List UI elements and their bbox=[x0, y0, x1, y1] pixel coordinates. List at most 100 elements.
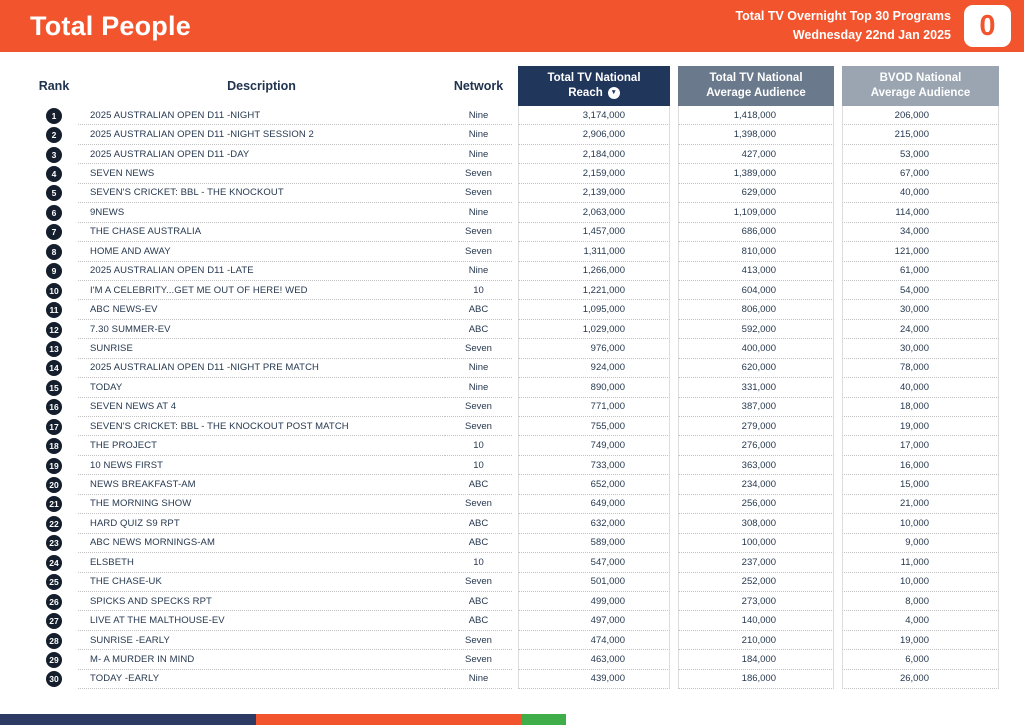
rank-badge: 30 bbox=[46, 671, 62, 688]
bvod-audience-value: 54,000 bbox=[842, 280, 999, 301]
rank-badge: 7 bbox=[46, 224, 62, 241]
reach-value: 497,000 bbox=[518, 611, 670, 631]
table-row: 10 I'M A CELEBRITY...GET ME OUT OF HERE!… bbox=[30, 280, 999, 301]
network-cell: Seven bbox=[445, 631, 512, 651]
column-header-reach[interactable]: Total TV National Reach ▼ bbox=[518, 66, 670, 106]
network-cell: Seven bbox=[445, 398, 512, 417]
bvod-audience-value: 30,000 bbox=[842, 339, 999, 359]
network-cell: ABC bbox=[445, 534, 512, 554]
average-audience-value: 276,000 bbox=[678, 436, 834, 456]
footer-bar bbox=[0, 714, 1024, 725]
rank-cell: 5 bbox=[30, 184, 78, 203]
program-description: SUNRISE -EARLY bbox=[78, 631, 445, 651]
rank-cell: 27 bbox=[30, 611, 78, 630]
bvod-audience-value: 8,000 bbox=[842, 591, 999, 612]
bvod-header-line2: Average Audience bbox=[870, 87, 971, 99]
reach-value: 589,000 bbox=[518, 533, 670, 554]
rank-cell: 29 bbox=[30, 650, 78, 669]
oztam-logo-letter: 0 bbox=[979, 9, 996, 42]
table-row: 30 TODAY -EARLY Nine 439,000 186,000 26,… bbox=[30, 669, 999, 690]
rank-cell: 11 bbox=[30, 300, 78, 319]
table-row: 22 HARD QUIZ S9 RPT ABC 632,000 308,000 … bbox=[30, 514, 999, 534]
rank-badge: 5 bbox=[46, 185, 62, 202]
average-audience-value: 413,000 bbox=[678, 261, 834, 281]
network-cell: Nine bbox=[445, 670, 512, 690]
table-row: 20 NEWS BREAKFAST-AM ABC 652,000 234,000… bbox=[30, 475, 999, 495]
network-cell: ABC bbox=[445, 320, 512, 340]
bvod-audience-value: 26,000 bbox=[842, 669, 999, 690]
bvod-audience-value: 10,000 bbox=[842, 514, 999, 534]
table-row: 25 THE CHASE-UK Seven 501,000 252,000 10… bbox=[30, 572, 999, 592]
reach-value: 1,457,000 bbox=[518, 222, 670, 243]
column-header-average-audience: Total TV National Average Audience bbox=[678, 66, 834, 106]
average-audience-value: 237,000 bbox=[678, 553, 834, 573]
network-cell: 10 bbox=[445, 436, 512, 456]
table-row: 18 THE PROJECT 10 749,000 276,000 17,000 bbox=[30, 436, 999, 456]
table-row: 6 9NEWS Nine 2,063,000 1,109,000 114,000 bbox=[30, 203, 999, 223]
bvod-audience-value: 10,000 bbox=[842, 572, 999, 592]
average-audience-value: 210,000 bbox=[678, 630, 834, 651]
table-row: 3 2025 AUSTRALIAN OPEN D11 -DAY Nine 2,1… bbox=[30, 144, 999, 165]
rank-cell: 28 bbox=[30, 631, 78, 650]
rank-cell: 2 bbox=[30, 125, 78, 144]
rank-cell: 15 bbox=[30, 378, 78, 397]
reach-value: 2,159,000 bbox=[518, 164, 670, 184]
program-description: 2025 AUSTRALIAN OPEN D11 -LATE bbox=[78, 262, 445, 281]
average-audience-value: 252,000 bbox=[678, 572, 834, 592]
program-description: ABC NEWS-EV bbox=[78, 300, 445, 320]
average-audience-value: 1,398,000 bbox=[678, 125, 834, 145]
bvod-audience-value: 67,000 bbox=[842, 164, 999, 184]
reach-value: 649,000 bbox=[518, 494, 670, 515]
rank-badge: 6 bbox=[46, 204, 62, 221]
reach-value: 771,000 bbox=[518, 397, 670, 417]
network-cell: 10 bbox=[445, 281, 512, 301]
header: Total People Total TV Overnight Top 30 P… bbox=[0, 0, 1024, 52]
average-audience-value: 308,000 bbox=[678, 514, 834, 534]
rank-cell: 26 bbox=[30, 592, 78, 611]
reach-value: 652,000 bbox=[518, 475, 670, 495]
table-header-row: Rank Description Network Total TV Nation… bbox=[30, 66, 999, 106]
rank-cell: 21 bbox=[30, 495, 78, 514]
bvod-audience-value: 11,000 bbox=[842, 553, 999, 573]
rank-cell: 8 bbox=[30, 242, 78, 261]
rank-badge: 17 bbox=[46, 418, 62, 435]
network-cell: Nine bbox=[445, 359, 512, 379]
program-description: THE MORNING SHOW bbox=[78, 495, 445, 515]
average-audience-value: 184,000 bbox=[678, 650, 834, 670]
sort-descending-icon[interactable]: ▼ bbox=[607, 87, 620, 100]
rank-badge: 12 bbox=[46, 321, 62, 338]
table-row: 5 SEVEN'S CRICKET: BBL - THE KNOCKOUT Se… bbox=[30, 183, 999, 204]
rank-badge: 1 bbox=[46, 107, 62, 124]
rank-badge: 2 bbox=[46, 127, 62, 144]
reach-value: 924,000 bbox=[518, 358, 670, 379]
program-description: 10 NEWS FIRST bbox=[78, 456, 445, 476]
program-description: SEVEN NEWS AT 4 bbox=[78, 398, 445, 417]
average-audience-value: 279,000 bbox=[678, 417, 834, 437]
network-cell: Seven bbox=[445, 339, 512, 359]
oztam-logo: 0 bbox=[964, 5, 1011, 47]
program-description: 7.30 SUMMER-EV bbox=[78, 320, 445, 340]
rank-cell: 13 bbox=[30, 339, 78, 358]
table-row: 19 10 NEWS FIRST 10 733,000 363,000 16,0… bbox=[30, 455, 999, 476]
bvod-audience-value: 15,000 bbox=[842, 475, 999, 495]
table-row: 4 SEVEN NEWS Seven 2,159,000 1,389,000 6… bbox=[30, 164, 999, 184]
average-audience-value: 387,000 bbox=[678, 397, 834, 417]
network-cell: Nine bbox=[445, 203, 512, 223]
rank-badge: 11 bbox=[46, 302, 62, 319]
average-audience-value: 427,000 bbox=[678, 144, 834, 165]
reach-value: 749,000 bbox=[518, 436, 670, 456]
reach-value: 499,000 bbox=[518, 591, 670, 612]
rank-cell: 16 bbox=[30, 398, 78, 417]
program-description: TODAY -EARLY bbox=[78, 670, 445, 690]
average-audience-value: 686,000 bbox=[678, 222, 834, 243]
program-description: NEWS BREAKFAST-AM bbox=[78, 475, 445, 495]
network-cell: ABC bbox=[445, 514, 512, 534]
rank-cell: 7 bbox=[30, 223, 78, 242]
table-row: 23 ABC NEWS MORNINGS-AM ABC 589,000 100,… bbox=[30, 533, 999, 554]
average-audience-value: 1,418,000 bbox=[678, 106, 834, 126]
top30-table: Rank Description Network Total TV Nation… bbox=[30, 66, 999, 690]
rank-badge: 9 bbox=[46, 263, 62, 280]
table-row: 1 2025 AUSTRALIAN OPEN D11 -NIGHT Nine 3… bbox=[30, 106, 999, 126]
bvod-audience-value: 121,000 bbox=[842, 242, 999, 262]
bvod-audience-value: 114,000 bbox=[842, 203, 999, 223]
